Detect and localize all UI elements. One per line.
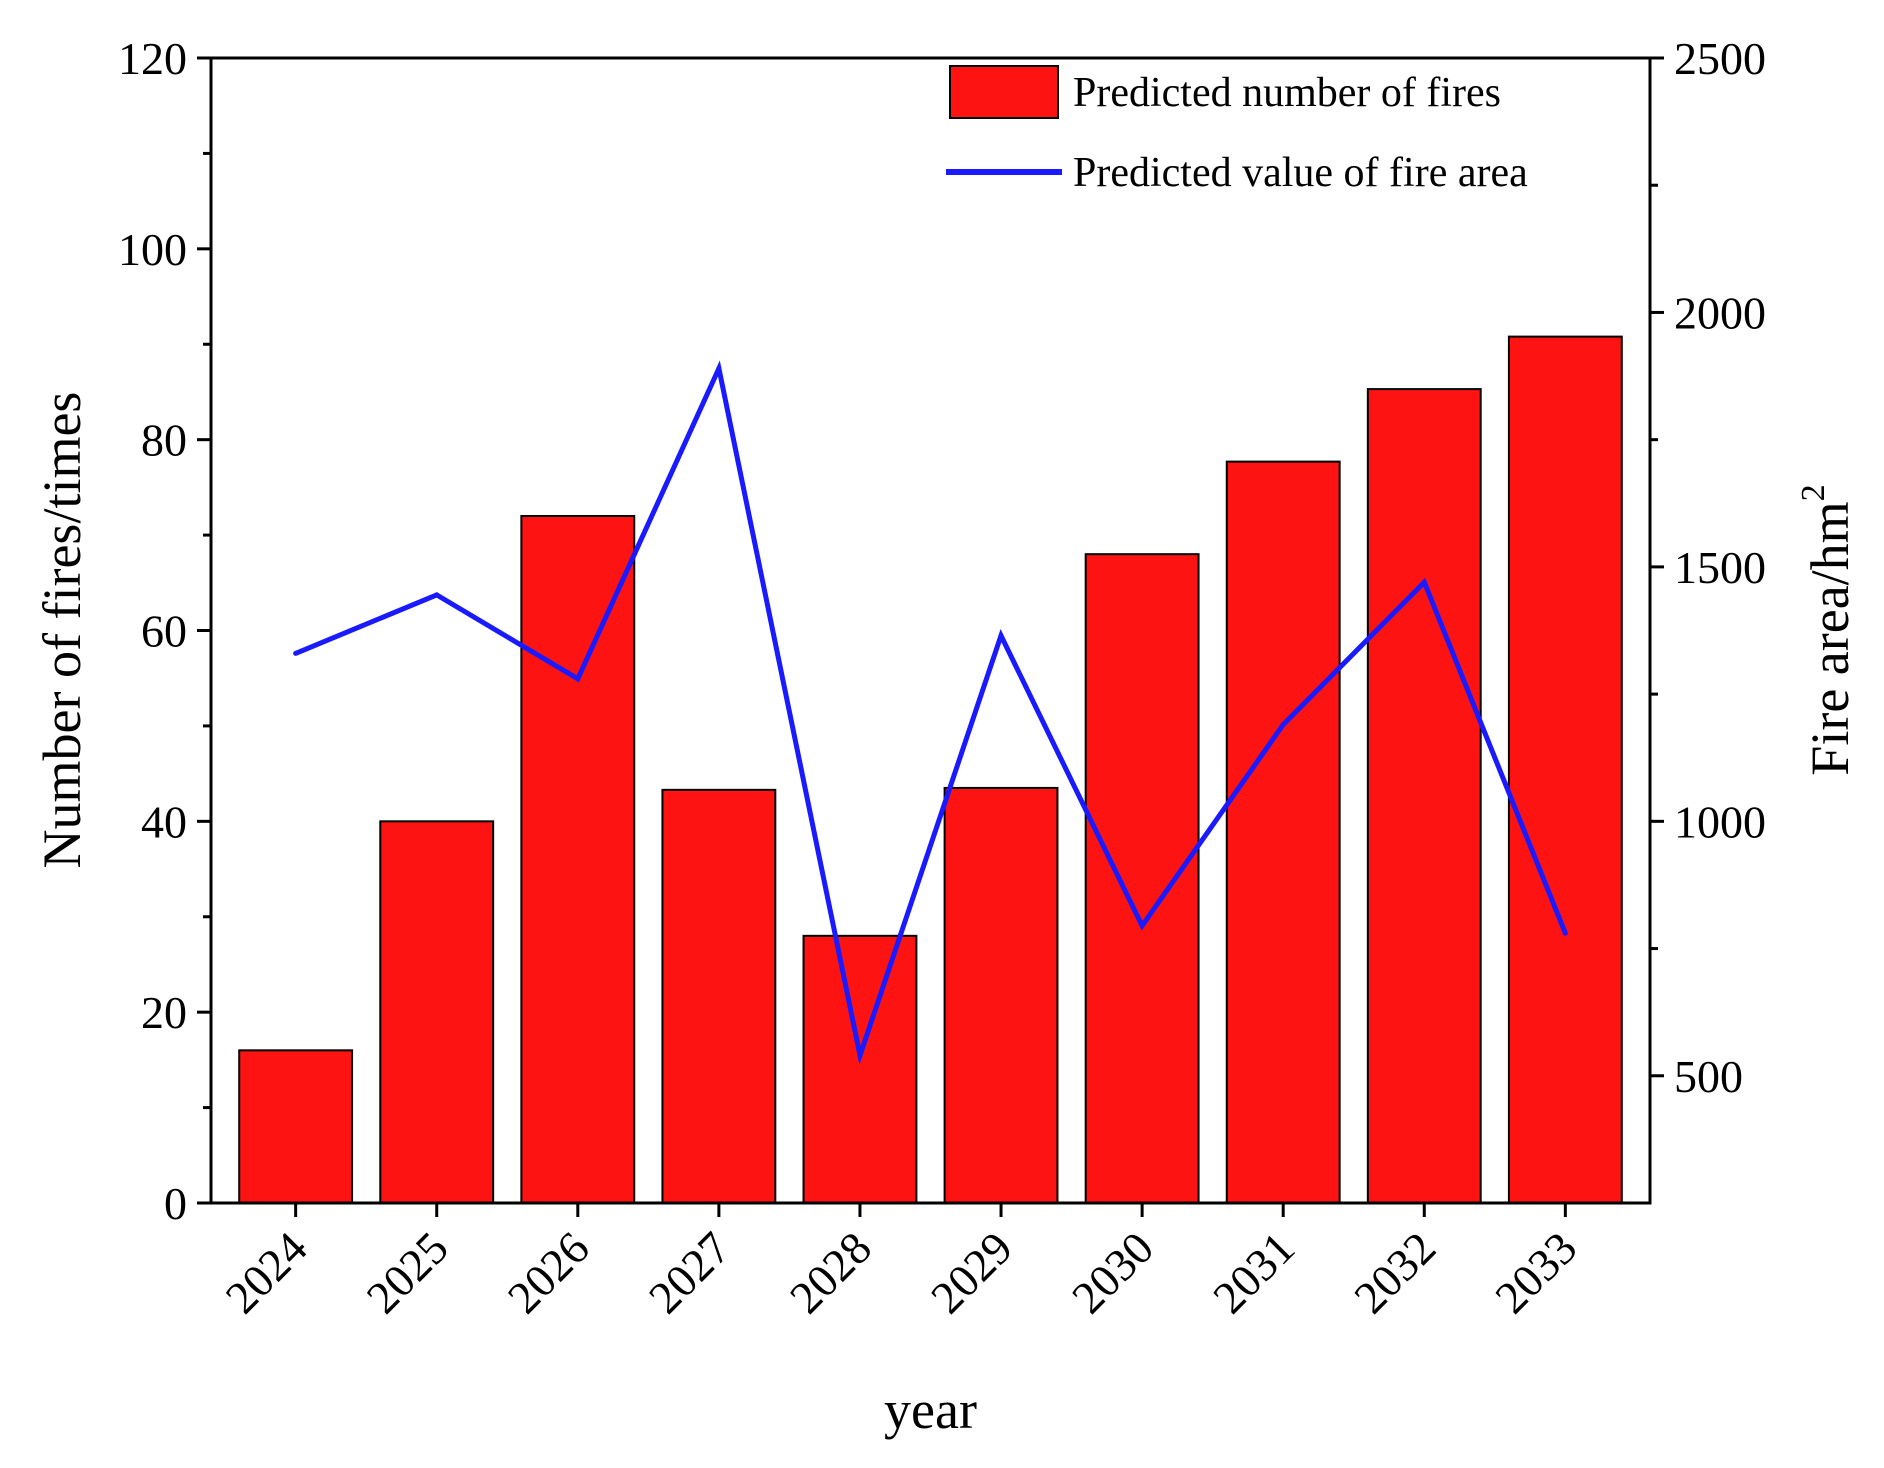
line-point-2028: [857, 1052, 863, 1058]
line-point-2024: [293, 650, 299, 656]
line-point-2032: [1421, 579, 1427, 585]
x-tick-label-2027: 2027: [639, 1222, 740, 1323]
right-tick-label: 1500: [1674, 542, 1766, 593]
line-point-2026: [575, 676, 581, 682]
left-tick-label: 80: [141, 415, 187, 466]
x-tick-label-2026: 2026: [498, 1222, 599, 1323]
bar-2027: [661, 788, 777, 1204]
legend-label-bars: Predicted number of fires: [1073, 70, 1501, 116]
x-tick-label-2025: 2025: [357, 1222, 458, 1323]
x-tick-label-2030: 2030: [1062, 1222, 1163, 1323]
left-tick-label: 40: [141, 796, 187, 847]
x-tick-label-2024: 2024: [216, 1222, 317, 1323]
bar-2025: [379, 820, 495, 1204]
x-tick-label-2029: 2029: [921, 1222, 1022, 1323]
bar-2031: [1225, 460, 1341, 1204]
x-tick-label-2031: 2031: [1203, 1222, 1304, 1323]
left-tick-label: 100: [118, 224, 187, 275]
left-tick-label: 120: [118, 33, 187, 84]
x-tick-label-2028: 2028: [780, 1222, 881, 1323]
line-point-2025: [434, 592, 440, 598]
right-y-axis-title-main: Fire area/hm: [1800, 501, 1860, 775]
legend: Predicted number of fires Predicted valu…: [946, 65, 1528, 196]
line-point-2027: [716, 365, 722, 371]
legend-label-line: Predicted value of fire area: [1073, 150, 1528, 196]
bars-layer: [238, 335, 1623, 1205]
right-tick-label: 500: [1674, 1051, 1743, 1102]
right-y-axis-title-superscript: 2: [1795, 484, 1832, 501]
bar-2030: [1084, 553, 1200, 1204]
line-layer: [293, 360, 1568, 1065]
legend-swatch-bars: [949, 65, 1059, 119]
right-y-axis-title: Fire area/hm2: [1795, 484, 1860, 775]
bar-2028: [802, 934, 918, 1204]
left-tick-label: 60: [141, 606, 187, 657]
line-point-2030: [1139, 923, 1145, 929]
bar-2032: [1366, 388, 1482, 1204]
x-axis-title: year: [884, 1380, 977, 1440]
bar-2026: [520, 515, 636, 1204]
right-tick-label: 2500: [1674, 33, 1766, 84]
line-point-2029: [998, 633, 1004, 639]
fire-area-line: [294, 360, 1568, 1065]
line-point-2033: [1562, 930, 1568, 936]
left-tick-label: 20: [141, 987, 187, 1038]
right-tick-label: 2000: [1674, 287, 1766, 338]
line-point-2031: [1280, 722, 1286, 728]
left-tick-label: 0: [164, 1178, 187, 1229]
left-y-axis-title: Number of fires/times: [32, 392, 92, 869]
x-tick-label-2033: 2033: [1485, 1222, 1586, 1323]
x-tick-label-2032: 2032: [1344, 1222, 1445, 1323]
bar-2024: [238, 1049, 354, 1205]
bar-2033: [1507, 335, 1623, 1205]
right-tick-label: 1000: [1674, 796, 1766, 847]
bar-2029: [943, 786, 1059, 1204]
